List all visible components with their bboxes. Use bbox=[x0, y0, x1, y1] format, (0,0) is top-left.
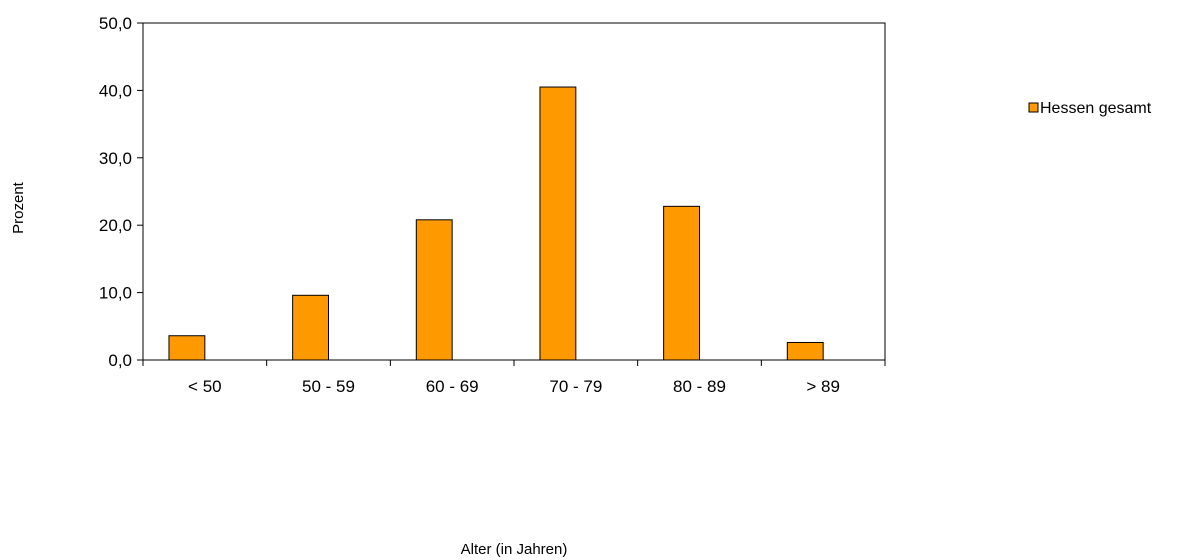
x-tick-label: < 50 bbox=[188, 377, 222, 396]
y-axis-title: Prozent bbox=[10, 181, 27, 234]
legend-swatch bbox=[1028, 102, 1039, 113]
bar bbox=[292, 294, 329, 361]
y-tick-label: 50,0 bbox=[99, 14, 132, 33]
y-axis: 0,0 10,0 20,0 30,0 40,0 50,0 bbox=[99, 14, 143, 370]
x-tick-label: 80 - 89 bbox=[673, 377, 726, 396]
y-tick-label: 20,0 bbox=[99, 216, 132, 235]
x-tick-label: 70 - 79 bbox=[549, 377, 602, 396]
bars-group bbox=[168, 86, 824, 361]
bar bbox=[539, 86, 577, 361]
x-tick-label: 60 - 69 bbox=[426, 377, 479, 396]
x-tick-label: 50 - 59 bbox=[302, 377, 355, 396]
bar bbox=[786, 341, 824, 361]
legend-label: Hessen gesamt bbox=[1040, 100, 1152, 117]
bar bbox=[168, 335, 206, 361]
bar bbox=[663, 205, 700, 361]
x-axis: < 50 50 - 59 60 - 69 70 - 79 80 - 89 > 89 bbox=[142, 360, 886, 396]
y-tick-label: 30,0 bbox=[99, 149, 132, 168]
legend: Hessen gesamt bbox=[1028, 100, 1152, 117]
plot-area bbox=[142, 22, 886, 361]
x-axis-title: Alter (in Jahren) bbox=[461, 541, 568, 558]
y-tick-label: 0,0 bbox=[108, 351, 132, 370]
y-tick-label: 40,0 bbox=[99, 81, 132, 100]
x-tick-label: > 89 bbox=[806, 377, 840, 396]
bar bbox=[415, 219, 453, 361]
y-tick-label: 10,0 bbox=[99, 284, 132, 303]
